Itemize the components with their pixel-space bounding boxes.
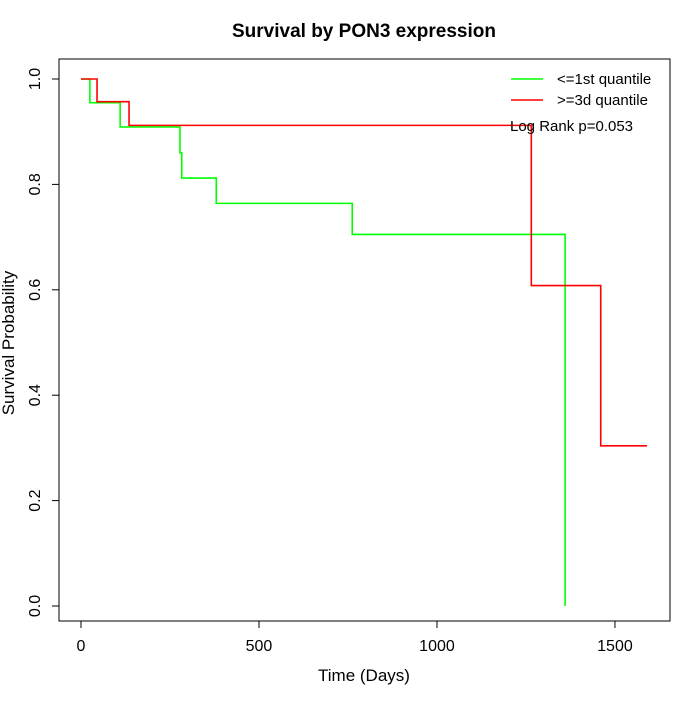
x-tick-label: 1500 [597,638,633,655]
plot-frame [58,58,671,622]
x-tick-label: 500 [246,638,273,655]
y-tick-label: 0.8 [27,173,44,195]
legend-label: <=1st quantile [557,71,651,88]
y-axis: 0.0 0.2 0.4 0.6 0.8 1.0 [27,68,60,617]
series-layer [81,78,647,606]
y-tick-label: 0.2 [27,489,44,511]
x-axis: 0 500 1000 1500 [77,620,633,655]
y-axis-label: Survival Probability [0,270,18,415]
x-tick-label: 1000 [419,638,455,655]
y-tick-label: 0.6 [27,279,44,301]
x-tick-label: 0 [77,638,86,655]
legend-label: >=3d quantile [557,92,648,109]
chart-title: Survival by PON3 expression [232,21,496,42]
y-tick-label: 0.0 [27,595,44,617]
x-axis-label: Time (Days) [318,666,410,685]
y-tick-label: 1.0 [27,68,44,90]
y-tick-label: 0.4 [27,384,44,406]
log-rank-annotation: Log Rank p=0.053 [510,118,633,135]
legend: <=1st quantile >=3d quantile [511,71,651,109]
series-line-1 [81,78,647,447]
series-line-0 [81,78,566,606]
